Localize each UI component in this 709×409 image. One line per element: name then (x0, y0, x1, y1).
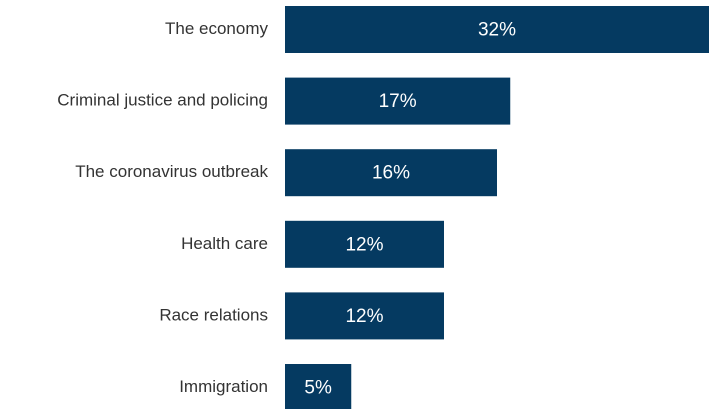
value-label-the-coronavirus-outbreak: 16% (372, 163, 410, 184)
category-label-the-economy: The economy (165, 19, 268, 38)
bar-race-relations (285, 292, 444, 340)
category-label-criminal-justice-and-policing: Criminal justice and policing (57, 91, 268, 110)
category-label-race-relations: Race relations (159, 305, 268, 324)
bar-criminal-justice-and-policing (285, 77, 511, 125)
category-label-health-care: Health care (181, 234, 268, 253)
category-label-immigration: Immigration (179, 377, 268, 396)
bar-immigration (285, 364, 352, 409)
value-label-criminal-justice-and-policing: 17% (379, 91, 417, 112)
value-label-immigration: 5% (304, 378, 332, 399)
bar-the-coronavirus-outbreak (285, 149, 497, 197)
bar-health-care (285, 220, 444, 268)
category-label-the-coronavirus-outbreak: The coronavirus outbreak (75, 162, 268, 181)
bar-the-economy (285, 6, 709, 53)
value-label-health-care: 12% (345, 234, 383, 255)
value-label-the-economy: 32% (478, 20, 516, 41)
value-label-race-relations: 12% (345, 306, 383, 327)
